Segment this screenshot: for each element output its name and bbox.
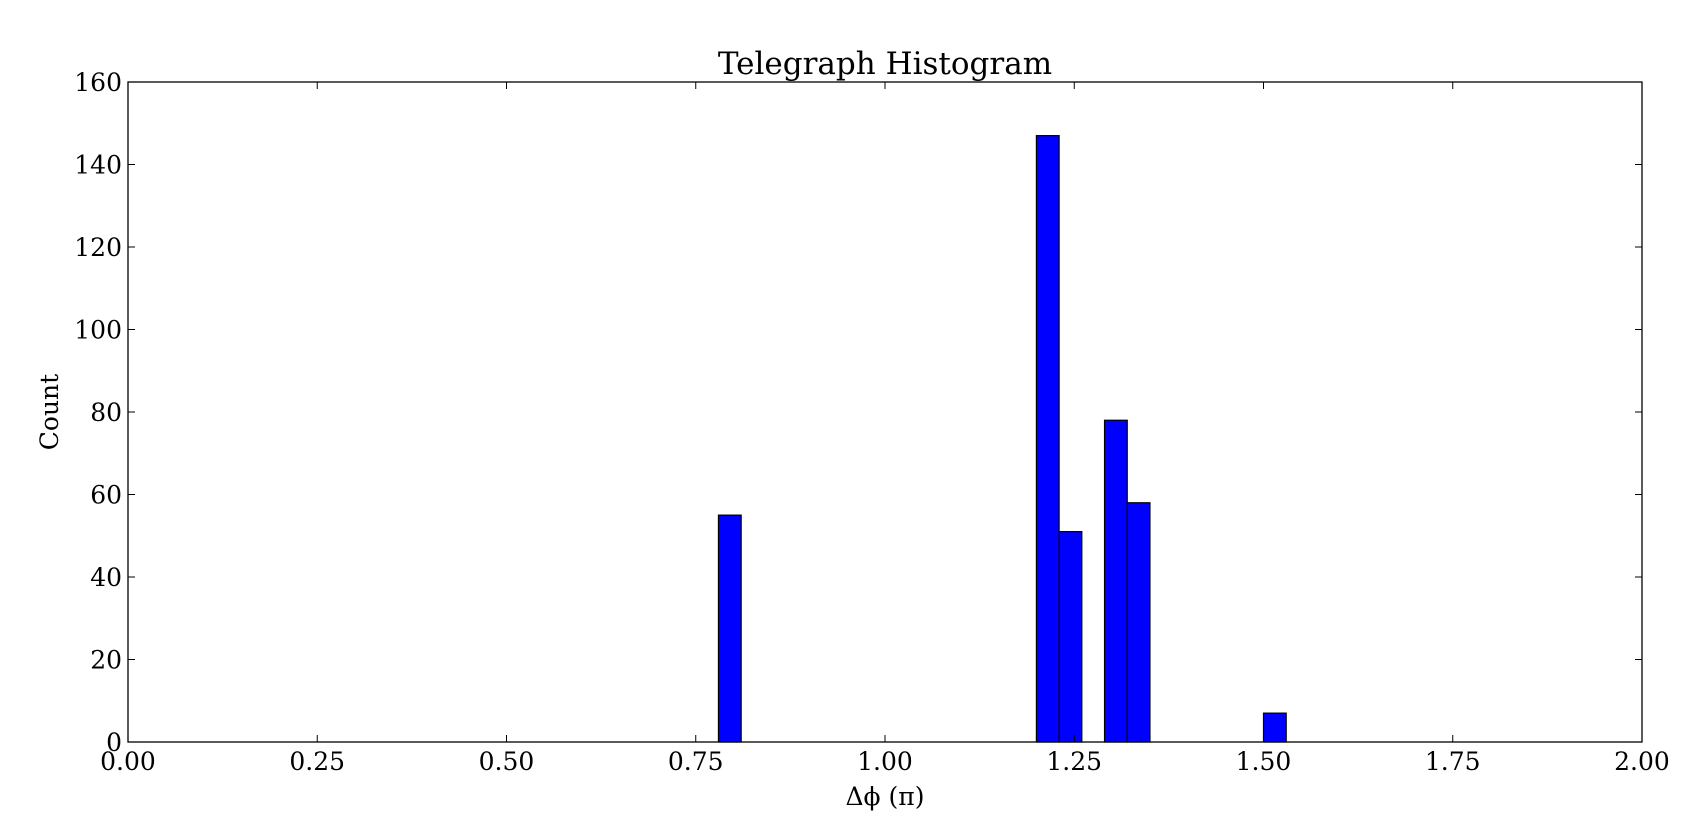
x-tick-label: 0.25 (289, 747, 345, 776)
x-tick-label: 1.75 (1425, 747, 1481, 776)
chart-title: Telegraph Histogram (718, 46, 1052, 82)
x-tick-label: 0.50 (479, 747, 535, 776)
y-tick-label: 0 (106, 728, 122, 757)
x-tick-label: 1.25 (1046, 747, 1102, 776)
y-tick-label: 120 (74, 233, 122, 262)
histogram-bar (1035, 135, 1060, 743)
y-tick-label: 40 (90, 563, 122, 592)
plot-frame (127, 81, 1643, 743)
x-tick-label: 1.50 (1236, 747, 1292, 776)
y-tick-label: 60 (90, 481, 122, 510)
y-tick-label: 140 (74, 151, 122, 180)
histogram-bar (1058, 531, 1083, 743)
x-tick-label: 0.75 (668, 747, 724, 776)
x-axis-title: Δϕ (π) (846, 782, 925, 811)
y-tick-label: 100 (74, 316, 122, 345)
ticks-layer: 0.00 0.25 0.50 0.75 1.00 1.25 1.50 1.75 2.00 0 20 4… (74, 68, 1670, 776)
x-tick-label: 2.00 (1614, 747, 1670, 776)
y-axis-title: Count (35, 374, 64, 450)
histogram-bar (717, 514, 742, 743)
x-tick-label: 0.00 (100, 747, 156, 776)
histogram-bar (1126, 502, 1151, 743)
bars-layer (717, 135, 1287, 743)
y-tick-label: 80 (90, 398, 122, 427)
x-tick-label: 1.00 (857, 747, 913, 776)
y-tick-label: 160 (74, 68, 122, 97)
y-tick-label: 20 (90, 646, 122, 675)
histogram-bar (1103, 419, 1128, 743)
histogram-bar (1262, 712, 1287, 743)
